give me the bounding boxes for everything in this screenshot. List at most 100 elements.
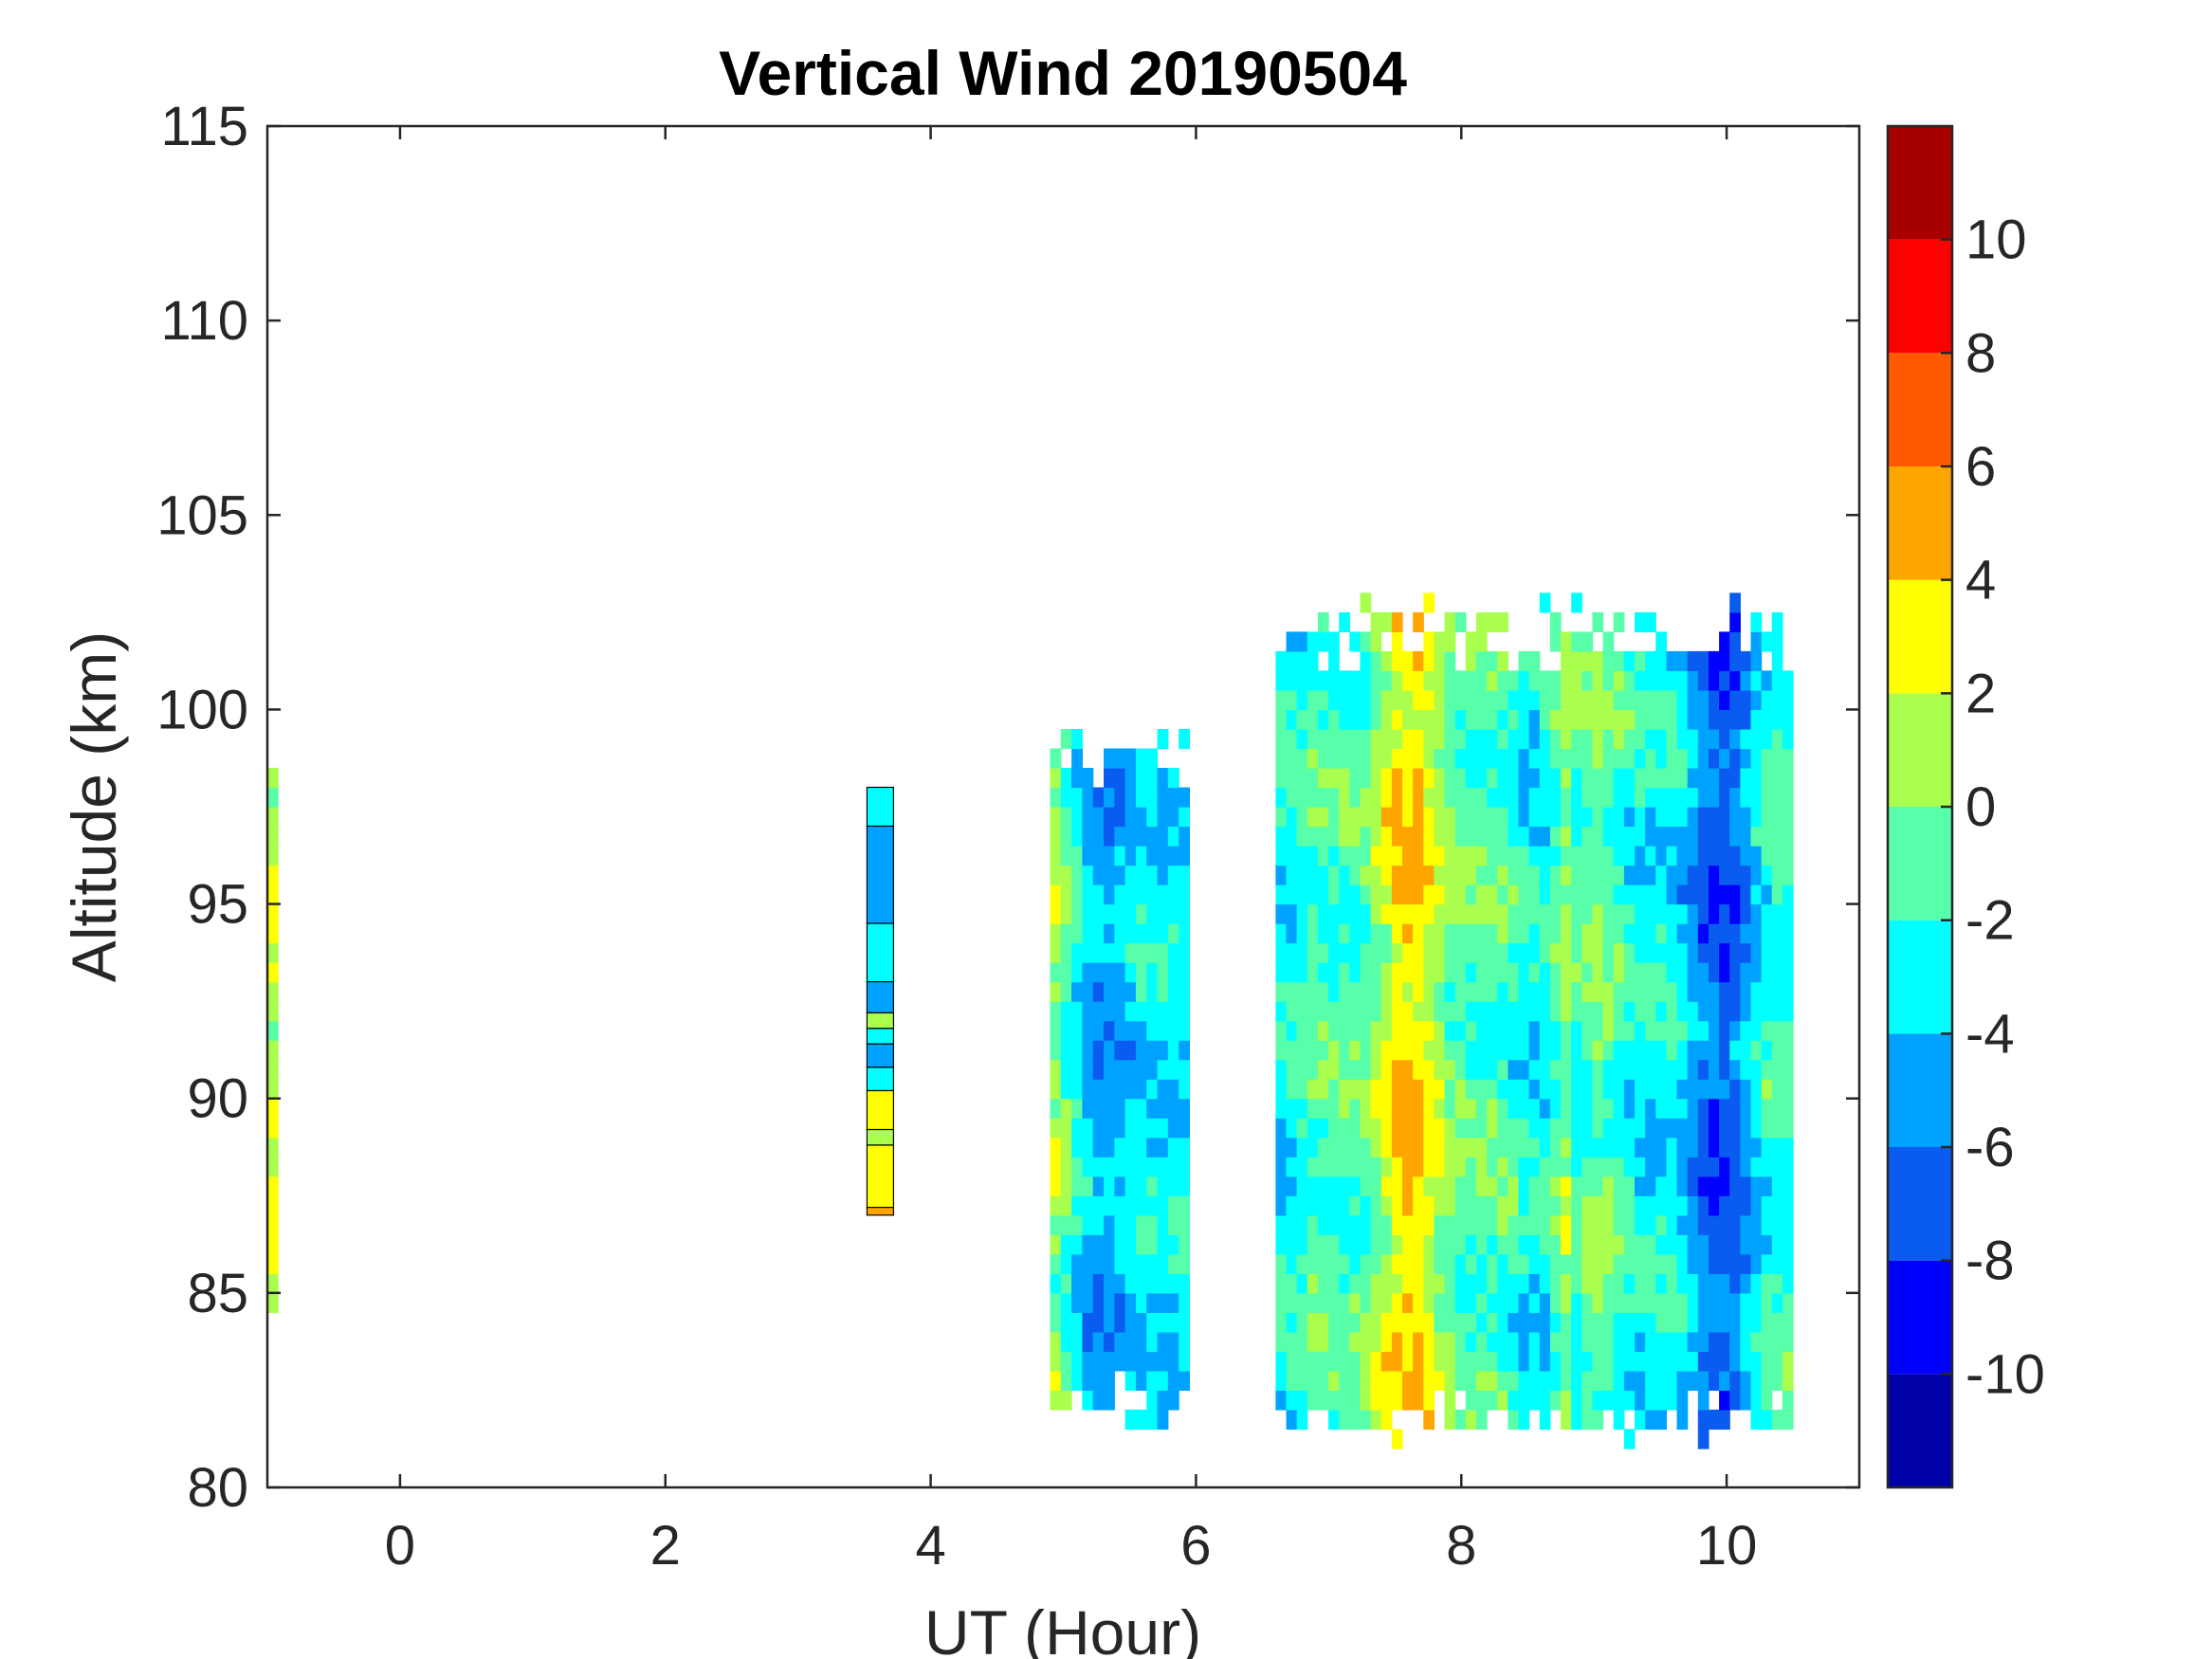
wind-cell — [1697, 748, 1709, 769]
wind-cell — [1444, 1020, 1456, 1041]
wind-cell — [1434, 689, 1446, 711]
wind-cell — [1592, 1195, 1604, 1216]
wind-cell — [1528, 1292, 1541, 1313]
wind-cell — [1761, 903, 1773, 924]
wind-cell — [267, 962, 279, 983]
wind-cell — [1444, 903, 1456, 924]
wind-cell — [1528, 865, 1541, 885]
wind-cell — [1666, 787, 1678, 808]
wind-cell — [1581, 807, 1594, 828]
wind-cell — [1135, 1370, 1147, 1392]
wind-cell — [1380, 1214, 1393, 1235]
wind-cell — [1561, 1390, 1572, 1411]
wind-cell — [1114, 1331, 1126, 1352]
wind-cell — [1645, 1118, 1656, 1139]
wind-cell — [1623, 903, 1636, 924]
wind-cell — [1444, 1059, 1456, 1080]
wind-cell — [1360, 631, 1372, 652]
wind-cell — [1317, 865, 1329, 885]
wind-cell — [1071, 787, 1084, 808]
wind-cell — [1655, 981, 1668, 1002]
wind-cell — [267, 1001, 279, 1022]
wind-cell — [1719, 728, 1730, 750]
wind-cell — [1645, 709, 1656, 730]
wind-cell — [1655, 1390, 1668, 1411]
wind-cell — [1623, 1390, 1636, 1411]
wind-cell — [1071, 826, 1084, 847]
wind-cell — [1328, 650, 1340, 671]
wind-cell — [1402, 1040, 1414, 1061]
wind-cell — [1349, 709, 1362, 730]
wind-cell — [1465, 631, 1477, 652]
wind-cell — [1581, 1040, 1594, 1061]
wind-cell — [1286, 709, 1298, 730]
wind-cell — [1634, 1118, 1646, 1139]
wind-cell — [1508, 1253, 1520, 1274]
wind-cell — [1157, 981, 1169, 1002]
wind-cell — [1114, 1351, 1126, 1372]
wind-cell — [1729, 923, 1741, 944]
wind-cell — [1454, 1370, 1467, 1392]
wind-cell — [1370, 1195, 1382, 1216]
wind-cell — [1082, 1351, 1094, 1372]
wind-cell — [1729, 611, 1741, 632]
wind-cell — [1296, 748, 1308, 769]
wind-cell — [1423, 1195, 1435, 1216]
wind-cell — [1370, 748, 1382, 769]
wind-cell — [1275, 728, 1288, 750]
wind-cell — [1071, 865, 1084, 885]
wind-cell — [1434, 1195, 1446, 1216]
wind-cell — [1508, 1273, 1520, 1294]
wind-cell — [1114, 1098, 1126, 1119]
wind-cell — [1518, 826, 1530, 847]
wind-cell — [1339, 1409, 1350, 1431]
wind-cell — [1497, 807, 1508, 828]
wind-cell — [1697, 865, 1709, 885]
wind-cell — [1339, 903, 1350, 924]
wind-cell — [1114, 1059, 1126, 1080]
wind-cell — [1157, 807, 1169, 828]
wind-cell — [1167, 767, 1179, 789]
wind-cell — [1454, 923, 1467, 944]
wind-cell — [1740, 1040, 1752, 1061]
wind-cell — [1370, 1079, 1382, 1100]
colorbar-swatch — [1888, 466, 1952, 580]
wind-cell — [1602, 962, 1615, 983]
wind-cell — [1634, 1370, 1646, 1392]
wind-cell — [1124, 1118, 1137, 1139]
wind-cell — [1275, 787, 1288, 808]
wind-cell — [1179, 1292, 1191, 1313]
wind-cell — [1275, 1020, 1288, 1041]
wind-cell — [1539, 689, 1551, 711]
wind-cell — [1380, 1137, 1393, 1158]
wind-cell — [1413, 767, 1424, 789]
wind-cell — [1050, 962, 1062, 983]
wind-cell — [1060, 1079, 1072, 1100]
wind-cell — [1729, 1351, 1741, 1372]
wind-cell — [1296, 1079, 1308, 1100]
wind-cell — [1135, 826, 1147, 847]
wind-cell — [1360, 1214, 1372, 1235]
wind-cell — [1487, 689, 1498, 711]
wind-cell — [1645, 1312, 1656, 1333]
wind-cell — [1296, 1176, 1308, 1196]
wind-cell — [1423, 1273, 1435, 1294]
wind-cell — [1782, 1253, 1794, 1274]
wind-cell — [1613, 728, 1625, 750]
wind-cell — [1655, 631, 1668, 652]
wind-cell — [1391, 826, 1403, 847]
wind-cell — [1360, 923, 1372, 944]
wind-cell — [1571, 1351, 1582, 1372]
wind-cell — [1370, 1118, 1382, 1139]
wind-cell — [1475, 1312, 1488, 1333]
wind-cell — [1782, 807, 1794, 828]
wind-cell — [1676, 942, 1689, 963]
wind-cell — [1360, 1253, 1372, 1274]
wind-cell — [1114, 981, 1126, 1002]
wind-cell — [1050, 865, 1062, 885]
wind-cell — [1771, 1079, 1783, 1100]
wind-cell — [1402, 670, 1414, 691]
wind-cell — [1349, 1137, 1362, 1158]
wind-cell — [1528, 903, 1541, 924]
